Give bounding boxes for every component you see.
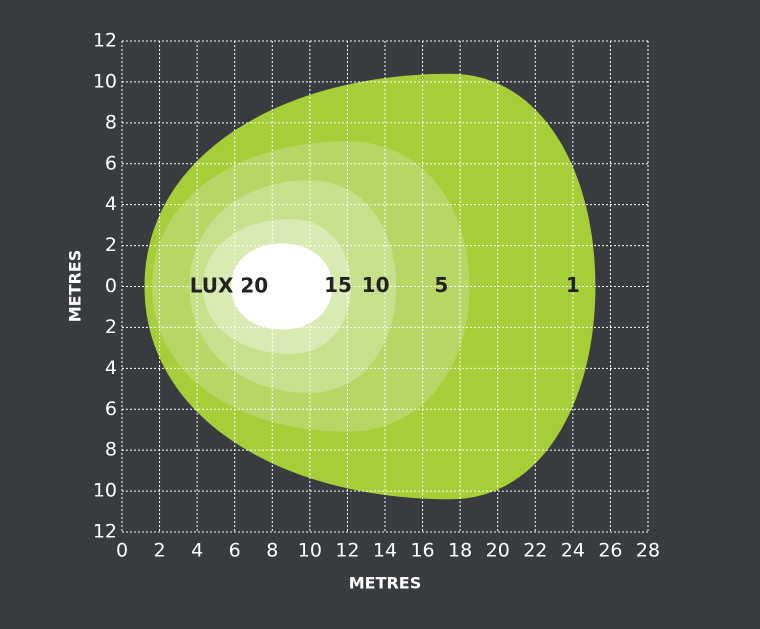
y-tick-label: 2 (105, 316, 117, 338)
x-tick-label: 24 (561, 540, 585, 562)
level-label: 20 (240, 273, 268, 297)
contour-label: 5 (434, 273, 448, 297)
y-tick-label: 8 (105, 439, 117, 461)
unit-label: LUX (190, 273, 234, 297)
contour-label: 1 (566, 273, 580, 297)
contour-label: LUX 20 (190, 273, 269, 297)
x-tick-label: 20 (486, 540, 510, 562)
contour-label: 10 (362, 273, 390, 297)
y-tick-label: 10 (93, 70, 117, 92)
y-tick-label: 12 (93, 30, 117, 52)
y-tick-label: 4 (105, 357, 117, 379)
x-tick-label: 18 (448, 540, 472, 562)
y-tick-label: 8 (105, 111, 117, 133)
x-tick-label: 22 (523, 540, 547, 562)
x-axis-title: METRES (349, 574, 422, 593)
y-tick-label: 6 (105, 152, 117, 174)
x-tick-label: 6 (229, 540, 241, 562)
x-tick-label: 2 (154, 540, 166, 562)
x-tick-label: 14 (373, 540, 397, 562)
y-tick-label: 6 (105, 398, 117, 420)
x-tick-label: 0 (116, 540, 128, 562)
x-tick-label: 28 (636, 540, 660, 562)
isolux-contour (231, 243, 333, 330)
x-tick-label: 4 (191, 540, 203, 562)
x-tick-label: 16 (410, 540, 434, 562)
x-tick-label: 8 (266, 540, 278, 562)
y-tick-label: 0 (105, 275, 117, 297)
y-tick-label: 4 (105, 193, 117, 215)
y-tick-label: 12 (93, 521, 117, 543)
contour-label: 15 (324, 273, 352, 297)
y-tick-label: 2 (105, 234, 117, 256)
y-axis-title: METRES (66, 250, 85, 323)
x-tick-label: 26 (598, 540, 622, 562)
x-tick-label: 10 (298, 540, 322, 562)
y-tick-label: 10 (93, 480, 117, 502)
x-tick-label: 12 (335, 540, 359, 562)
